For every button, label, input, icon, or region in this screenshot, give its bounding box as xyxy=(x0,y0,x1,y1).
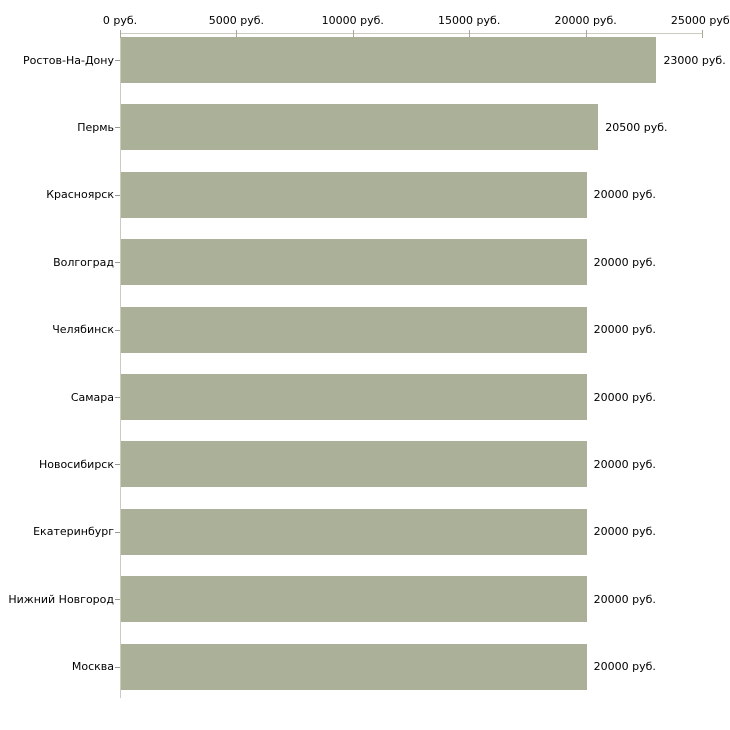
category-label: Москва xyxy=(71,660,114,674)
value-label: 20000 руб. xyxy=(593,660,656,674)
category-tick xyxy=(115,397,120,398)
bar xyxy=(121,37,657,83)
category-label: Нижний Новгород xyxy=(8,592,114,606)
x-axis-tick-label: 5000 руб. xyxy=(208,14,265,27)
x-axis-tick xyxy=(469,30,471,38)
x-axis-tick xyxy=(236,30,238,38)
category-tick xyxy=(115,60,120,61)
x-axis-tick xyxy=(352,30,354,38)
bar xyxy=(121,508,587,555)
bar xyxy=(121,171,587,218)
x-axis-tick-label: 20000 руб. xyxy=(554,14,617,27)
category-label: Челябинск xyxy=(52,323,114,337)
category-label: Самара xyxy=(70,390,114,404)
x-axis-tick-label: 0 руб. xyxy=(102,14,138,27)
category-tick xyxy=(115,127,120,129)
category-tick xyxy=(115,531,120,533)
value-label: 20000 руб. xyxy=(593,323,656,337)
value-label: 20000 руб. xyxy=(593,457,656,471)
x-axis-tick-label: 25000 руб. xyxy=(670,14,730,27)
category-label: Красноярск xyxy=(46,188,114,202)
value-label: 20500 руб. xyxy=(605,120,668,134)
category-tick xyxy=(115,262,120,264)
y-axis-line xyxy=(120,33,121,698)
x-axis-tick xyxy=(702,30,703,38)
category-label: Волгоград xyxy=(53,255,114,269)
category-label: Новосибирск xyxy=(38,457,114,471)
category-tick xyxy=(115,329,120,331)
bar xyxy=(121,306,587,353)
x-axis-tick xyxy=(585,30,587,38)
bar xyxy=(121,576,587,623)
bar xyxy=(121,643,587,690)
value-label: 20000 руб. xyxy=(593,255,656,269)
value-label: 20000 руб. xyxy=(593,390,656,404)
bar xyxy=(121,441,587,488)
category-tick xyxy=(115,666,120,668)
value-label: 23000 руб. xyxy=(663,53,726,67)
bar xyxy=(121,104,599,151)
x-axis-tick-label: 15000 руб. xyxy=(438,14,501,27)
category-tick xyxy=(115,194,120,196)
category-label: Пермь xyxy=(77,120,114,134)
value-label: 20000 руб. xyxy=(593,592,656,606)
category-tick xyxy=(115,599,120,601)
value-label: 20000 руб. xyxy=(593,188,656,202)
category-label: Ростов-На-Дону xyxy=(22,53,114,67)
value-label: 20000 руб. xyxy=(593,525,656,539)
category-tick xyxy=(115,464,120,466)
x-axis-line xyxy=(120,33,703,34)
x-axis-tick xyxy=(120,30,121,38)
category-label: Екатеринбург xyxy=(33,525,114,539)
x-axis-tick-label: 10000 руб. xyxy=(321,14,384,27)
bar xyxy=(121,374,587,420)
bar xyxy=(121,239,587,286)
